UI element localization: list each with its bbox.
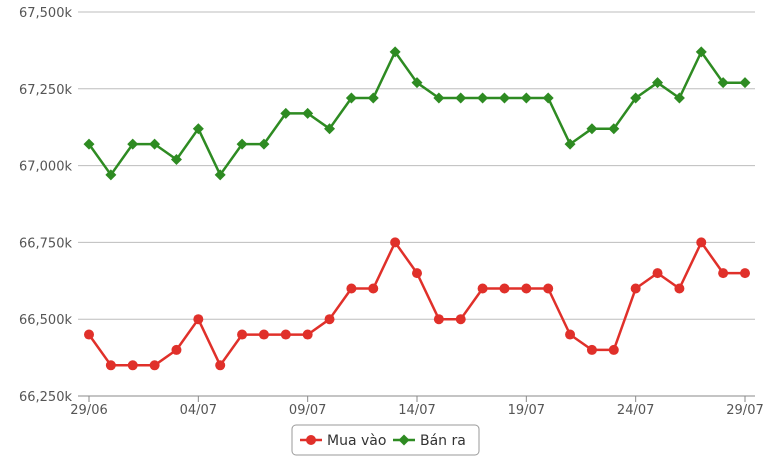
data-point[interactable] [499,283,510,294]
data-point[interactable] [696,237,707,248]
data-point[interactable] [105,360,116,371]
data-point[interactable] [564,138,576,150]
data-point[interactable] [324,314,335,325]
data-point[interactable] [280,329,291,340]
data-point[interactable] [324,123,336,135]
data-point[interactable] [127,360,138,371]
data-point[interactable] [149,138,161,150]
data-point[interactable] [586,123,598,135]
y-tick-label: 67,500k [19,6,72,21]
data-point[interactable] [302,329,313,340]
data-point[interactable] [673,92,685,104]
data-point[interactable] [214,169,226,181]
data-point[interactable] [215,360,226,371]
data-point[interactable] [258,329,269,340]
data-point[interactable] [171,344,182,355]
series-line [87,50,745,177]
data-point[interactable] [368,283,379,294]
y-tick-label: 67,250k [19,83,72,98]
legend-item-mua-vao[interactable]: Mua vào [300,433,386,449]
legend-box [291,424,480,456]
data-point[interactable] [237,329,248,340]
x-tick-label: 24/07 [617,403,654,418]
data-point[interactable] [521,283,532,294]
series-ban-ra [83,46,751,181]
data-point[interactable] [258,138,270,150]
x-tick-label: 29/06 [70,403,107,418]
grid-lines [78,11,755,320]
legend-label: Bán ra [420,433,466,449]
legend-marker [398,434,410,446]
data-point[interactable] [565,329,576,340]
x-tick-label: 14/07 [398,403,435,418]
data-point[interactable] [83,138,95,150]
y-tick-label: 66,250k [19,390,72,405]
data-point[interactable] [498,92,510,104]
data-point[interactable] [193,314,204,325]
data-point[interactable] [389,46,401,58]
data-point[interactable] [455,92,467,104]
x-axis: 29/06 04/07 09/07 14/07 19/07 24/07 29/07 [70,395,764,418]
data-point[interactable] [455,314,466,325]
data-point[interactable] [433,92,445,104]
data-point[interactable] [192,123,204,135]
series-mua-vao [84,237,750,371]
y-tick-label: 66,500k [19,313,72,328]
y-axis-tick-labels: 66,250k 66,500k 66,750k 67,000k 67,250k 67,50… [19,6,72,405]
data-point[interactable] [630,283,641,294]
y-tick-label: 66,750k [19,236,72,251]
data-point[interactable] [411,77,423,89]
x-tick-label: 09/07 [289,403,326,418]
data-point[interactable] [149,360,160,371]
data-point[interactable] [170,153,182,165]
data-point[interactable] [718,268,729,279]
series-line [87,241,745,367]
y-tick-label: 67,000k [19,160,72,175]
data-point[interactable] [477,92,489,104]
data-point[interactable] [345,92,357,104]
data-point[interactable] [630,92,642,104]
x-tick-label: 29/07 [726,403,763,418]
data-point[interactable] [608,123,620,135]
legend-label: Mua vào [327,433,386,449]
legend-marker [306,435,316,445]
data-point[interactable] [236,138,248,150]
data-point[interactable] [367,92,379,104]
data-point[interactable] [390,237,401,248]
data-point[interactable] [412,268,422,279]
data-point[interactable] [542,92,554,104]
series-layer [83,46,751,371]
legend[interactable]: Mua vào Bán ra [291,424,480,456]
data-point[interactable] [717,77,729,89]
data-point[interactable] [520,92,532,104]
data-point[interactable] [127,138,139,150]
data-point[interactable] [695,46,707,58]
data-point[interactable] [740,268,750,279]
data-point[interactable] [433,314,444,325]
data-point[interactable] [477,283,488,294]
data-point[interactable] [586,344,597,355]
data-point[interactable] [739,77,751,89]
data-point[interactable] [608,344,619,355]
data-point[interactable] [280,107,292,119]
data-point[interactable] [346,283,357,294]
legend-item-ban-ra[interactable]: Bán ra [393,433,466,449]
data-point[interactable] [302,107,314,119]
data-point[interactable] [652,268,663,279]
data-point[interactable] [652,77,664,89]
x-tick-label: 04/07 [180,403,217,418]
x-tick-label: 19/07 [508,403,545,418]
data-point[interactable] [105,169,117,181]
data-point[interactable] [84,329,94,340]
data-point[interactable] [674,283,685,294]
data-point[interactable] [543,283,554,294]
